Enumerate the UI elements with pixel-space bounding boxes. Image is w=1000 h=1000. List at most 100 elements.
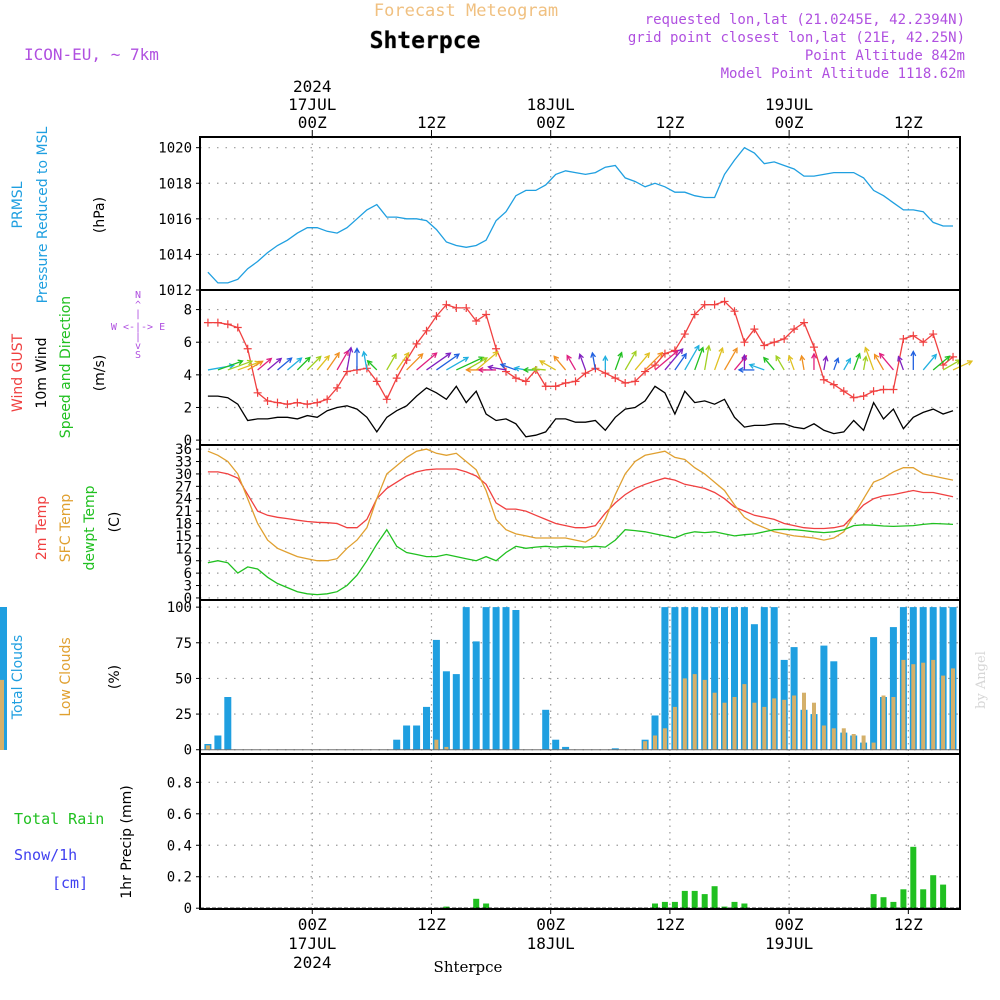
wind-unit-label: (m/s) <box>92 355 108 392</box>
total-cloud-bar <box>502 607 510 750</box>
wind-arrow-shaft <box>674 353 687 371</box>
low-cloud-bar <box>752 702 757 750</box>
wind-side-labels: Wind GUST 10m Wind Speed and Direction (… <box>10 290 165 438</box>
pressure-side-labels: PRMSL Pressure Reduced to MSL (hPa) <box>10 126 108 303</box>
wind-arrow <box>287 357 303 371</box>
wind-arrow-shaft <box>237 361 260 371</box>
wind-arrow-head <box>966 360 974 366</box>
wind-gust-marker <box>223 320 232 329</box>
wind-gust-marker <box>919 338 928 347</box>
wind-arrow <box>446 356 470 371</box>
wind-arrow-head <box>748 363 755 369</box>
wind-arrow <box>737 367 755 373</box>
wind-arrow-shaft <box>336 350 349 371</box>
wind-arrow <box>346 346 354 371</box>
ytick-label: 0 <box>184 433 192 449</box>
rain-bar <box>701 894 708 909</box>
wind-arrow-head <box>237 359 244 366</box>
low-clouds-label: Low Clouds <box>58 637 74 716</box>
wind-rose-s: S <box>135 350 141 361</box>
total-rain-label: Total Rain <box>14 810 104 828</box>
wind-arrow-shaft <box>897 356 904 371</box>
wind-gust-marker <box>849 393 858 402</box>
wind-arrow-head <box>944 355 951 362</box>
total-cloud-bar <box>750 624 758 750</box>
wind-arrow-head <box>763 356 769 363</box>
wind-gust-marker <box>929 330 938 339</box>
low-cloud-bar <box>772 698 777 750</box>
wind-gust-marker <box>511 374 520 383</box>
wind-arrow <box>257 357 273 371</box>
rain-bar <box>900 889 907 909</box>
wind-arrow <box>406 353 424 371</box>
wind-arrow <box>602 354 609 370</box>
low-cloud-bar <box>732 697 737 750</box>
ytick-label: 75 <box>175 636 192 652</box>
wind-arrow <box>316 354 330 371</box>
wind-arrow-head <box>602 354 609 362</box>
wind-arrow <box>684 344 700 371</box>
time-label: 00Z <box>298 113 327 132</box>
total-cloud-bar <box>214 735 222 750</box>
ytick-label: 9 <box>184 554 192 570</box>
low-cloud-bar <box>812 702 816 750</box>
wind-arrow-head <box>878 352 885 359</box>
wind-arrow <box>386 352 397 371</box>
wind-arrow-shaft <box>634 352 650 371</box>
wind-arrow-shaft <box>553 355 567 371</box>
rain-bar <box>920 889 927 909</box>
ytick-label: 3 <box>184 579 192 595</box>
wind-arrow <box>361 350 368 371</box>
wind-arrow <box>487 364 507 371</box>
wind-arrow-head <box>276 357 283 364</box>
wind-arrow-shaft <box>446 356 469 371</box>
wind-arrow <box>853 352 861 371</box>
wind-arrow-head <box>644 352 651 359</box>
sfc-line <box>207 448 954 562</box>
wind-arrow-shaft <box>227 360 253 371</box>
wind-arrow-shaft <box>363 351 368 371</box>
wind-arrow <box>396 351 410 371</box>
low-cloud-bar <box>782 699 787 750</box>
wind-gust-marker <box>372 377 381 386</box>
wind-gust-marker <box>432 312 441 321</box>
wind-arrow <box>714 346 724 371</box>
ytick-label: 0.2 <box>167 870 192 886</box>
wind-arrow <box>634 352 651 371</box>
wind-gust-marker <box>492 344 501 353</box>
wind-arrow-shaft <box>475 351 499 371</box>
wind-arrow-head <box>513 365 520 372</box>
total-cloud-bar <box>731 607 738 750</box>
wind-gust-marker <box>621 379 630 387</box>
wind-arrow-shaft <box>500 363 517 371</box>
wind-arrow-head <box>403 351 410 358</box>
total-cloud-bar <box>661 607 669 750</box>
low-cloud-bar <box>861 735 866 750</box>
wind-arrow-shaft <box>843 358 851 371</box>
ytick-label: 0.6 <box>167 807 192 823</box>
time-label: 2024 <box>293 953 332 972</box>
total-cloud-bar <box>492 607 500 750</box>
wind-arrow-head <box>296 357 303 364</box>
rain-bar <box>870 894 877 909</box>
wind-arrow-shaft <box>591 352 597 371</box>
total-cloud-bar <box>740 607 748 750</box>
ytick-label: 0 <box>184 591 192 607</box>
chart-title: Forecast Meteogram <box>374 1 558 21</box>
t2m-label: 2m Temp <box>34 496 50 560</box>
wind-gust-marker <box>323 395 332 404</box>
wind-arrow-shaft <box>684 345 700 371</box>
time-label: 12Z <box>655 113 684 132</box>
wind-gust-marker <box>452 303 461 312</box>
low-cloud-bar <box>682 678 687 750</box>
wind-arrow <box>644 351 664 371</box>
low-cloud-bar <box>653 735 657 750</box>
wind-arrow-shaft <box>942 359 961 371</box>
time-label: 17JUL <box>288 95 336 114</box>
wind-gust-marker <box>839 387 848 396</box>
wind-gust-marker <box>501 367 510 376</box>
rain-bar <box>691 890 698 909</box>
wind-arrow-shaft <box>614 352 623 371</box>
wind-gust-marker <box>680 330 689 339</box>
wind-arrow-shaft <box>436 353 460 371</box>
